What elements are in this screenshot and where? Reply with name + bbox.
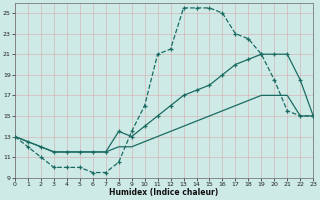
X-axis label: Humidex (Indice chaleur): Humidex (Indice chaleur): [109, 188, 219, 197]
